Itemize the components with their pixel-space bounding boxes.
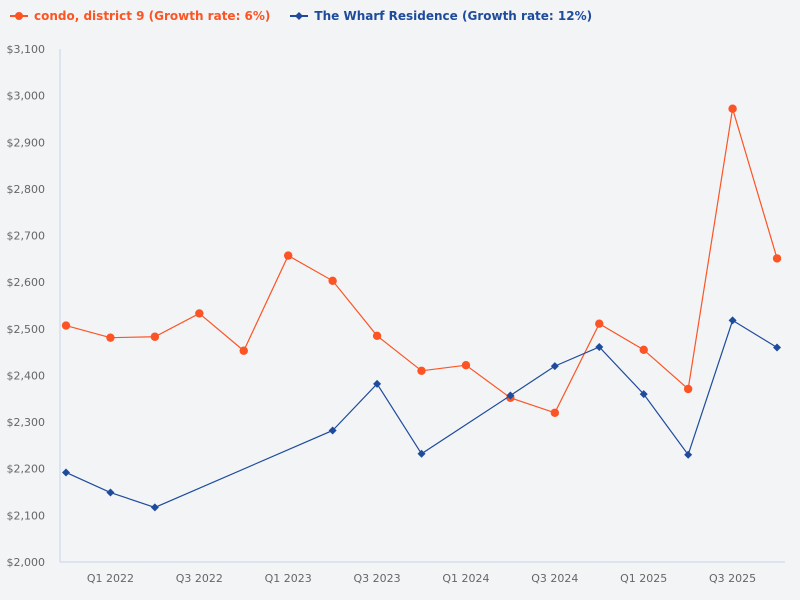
legend-label-wharf: The Wharf Residence (Growth rate: 12%) [314,9,593,23]
x-tick-label: Q1 2024 [442,572,489,585]
data-point [284,251,293,260]
data-point [772,254,782,263]
data-point [372,331,382,341]
y-tick-label: $2,900 [7,136,46,149]
y-tick-label: $2,400 [7,369,46,382]
legend: condo, district 9 (Growth rate: 6%) The … [10,9,592,23]
diamond-marker-icon [290,12,309,20]
series-line-1 [65,319,778,509]
data-point [150,332,160,341]
data-point [595,319,604,328]
y-tick-label: $3,000 [7,90,46,103]
data-point [506,391,515,400]
data-point [106,488,115,497]
data-point [684,450,693,459]
data-point [195,309,204,318]
x-tick-label: Q3 2023 [354,572,401,585]
data-point [373,379,382,388]
data-point [595,343,604,352]
data-point [639,345,648,355]
data-point [550,408,560,417]
legend-item-condo[interactable]: condo, district 9 (Growth rate: 6%) [10,9,270,23]
y-tick-label: $2,300 [7,416,46,429]
data-point [328,276,337,285]
y-tick-label: $3,100 [7,43,46,56]
data-point [773,343,782,352]
circle-marker-icon [10,12,28,20]
y-tick-label: $2,500 [7,323,46,336]
data-point [461,360,471,370]
data-point [728,104,737,113]
y-tick-label: $2,000 [7,556,46,569]
x-tick-label: Q1 2025 [620,572,667,585]
legend-item-wharf[interactable]: The Wharf Residence (Growth rate: 12%) [290,9,592,23]
data-point [61,321,71,330]
data-point [417,366,426,375]
x-tick-label: Q3 2025 [709,572,756,585]
data-point [417,449,426,458]
y-tick-label: $2,100 [7,509,46,522]
data-point [328,426,337,435]
data-point [683,384,693,394]
x-tick-label: Q1 2023 [265,572,312,585]
data-point [550,362,559,371]
y-tick-label: $2,700 [7,230,46,243]
data-point [728,316,737,325]
x-tick-label: Q3 2022 [176,572,223,585]
x-tick-label: Q1 2022 [87,572,134,585]
y-tick-label: $2,200 [7,463,46,476]
data-point [106,333,115,342]
y-tick-label: $2,600 [7,276,46,289]
y-tick-label: $2,800 [7,183,46,196]
data-point [62,468,70,477]
legend-label-condo: condo, district 9 (Growth rate: 6%) [34,9,271,23]
data-point [639,390,648,399]
data-point [239,346,248,355]
data-point [150,503,159,512]
x-tick-label: Q3 2024 [531,572,578,585]
